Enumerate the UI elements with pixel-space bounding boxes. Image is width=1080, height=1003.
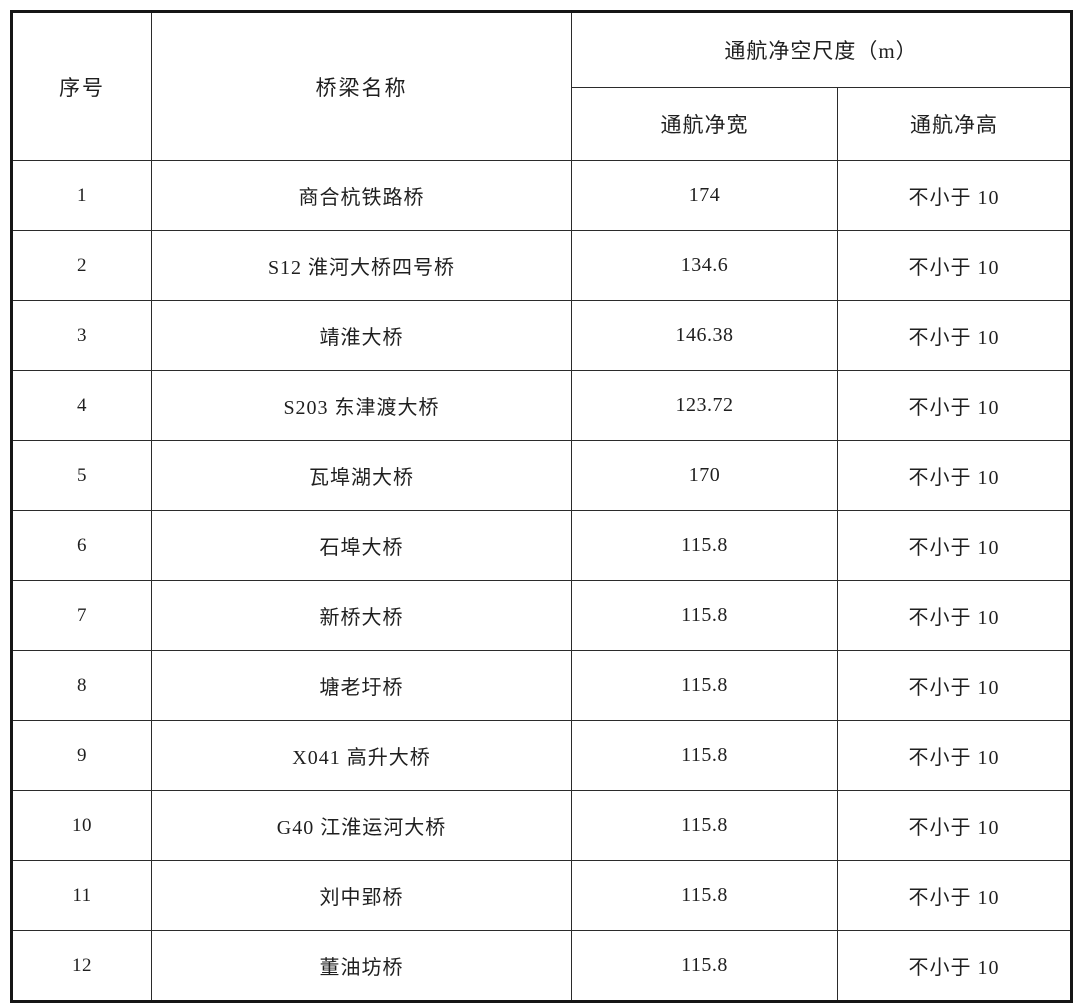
cell-clear-width: 170 (571, 440, 838, 511)
cell-seq: 10 (11, 790, 152, 861)
cell-seq: 11 (11, 860, 152, 931)
column-header-seq: 序号 (11, 11, 152, 161)
table-header: 序号 桥梁名称 通航净空尺度（m） 通航净宽 通航净高 (11, 11, 1072, 161)
cell-clear-width: 134.6 (571, 230, 838, 301)
cell-seq: 7 (11, 580, 152, 651)
cell-bridge-name: X041 高升大桥 (151, 720, 572, 791)
cell-clear-height: 不小于 10 (837, 510, 1072, 581)
cell-bridge-name: 石埠大桥 (151, 510, 572, 581)
cell-clear-width: 123.72 (571, 370, 838, 441)
cell-bridge-name: 塘老圩桥 (151, 650, 572, 721)
column-header-clear-height: 通航净高 (837, 87, 1072, 161)
cell-clear-width: 115.8 (571, 930, 838, 1002)
navigation-clearance-table: 序号 桥梁名称 通航净空尺度（m） 通航净宽 通航净高 1 商合杭铁路桥 174… (10, 10, 1073, 1003)
cell-clear-height: 不小于 10 (837, 370, 1072, 441)
cell-seq: 2 (11, 230, 152, 301)
table-header-row-sub: 通航净宽 通航净高 (12, 87, 1072, 161)
cell-bridge-name: S12 淮河大桥四号桥 (151, 230, 572, 301)
table-row: 8 塘老圩桥 115.8 不小于 10 (11, 650, 1072, 721)
cell-bridge-name: 刘中郢桥 (151, 860, 572, 931)
table-header-row-top: 序号 桥梁名称 通航净空尺度（m） (11, 11, 1072, 161)
cell-bridge-name: G40 江淮运河大桥 (151, 790, 572, 861)
table-row: 10 G40 江淮运河大桥 115.8 不小于 10 (11, 790, 1072, 861)
cell-seq: 4 (11, 370, 152, 441)
table-row: 11 刘中郢桥 115.8 不小于 10 (11, 860, 1072, 931)
cell-bridge-name: 靖淮大桥 (151, 300, 572, 371)
table-row: 5 瓦埠湖大桥 170 不小于 10 (11, 440, 1072, 511)
table-body: 1 商合杭铁路桥 174 不小于 10 2 S12 淮河大桥四号桥 134.6 … (11, 160, 1072, 1002)
table-row: 12 董油坊桥 115.8 不小于 10 (11, 930, 1072, 1002)
table-row: 6 石埠大桥 115.8 不小于 10 (11, 510, 1072, 581)
table-row: 2 S12 淮河大桥四号桥 134.6 不小于 10 (11, 230, 1072, 301)
table-row: 3 靖淮大桥 146.38 不小于 10 (11, 300, 1072, 371)
cell-seq: 9 (11, 720, 152, 791)
column-header-clear-width: 通航净宽 (571, 87, 838, 161)
cell-clear-width: 115.8 (571, 860, 838, 931)
cell-clear-height: 不小于 10 (837, 230, 1072, 301)
table-row: 1 商合杭铁路桥 174 不小于 10 (11, 160, 1072, 231)
cell-clear-height: 不小于 10 (837, 860, 1072, 931)
cell-clear-width: 115.8 (571, 790, 838, 861)
cell-bridge-name: 瓦埠湖大桥 (151, 440, 572, 511)
cell-clear-width: 115.8 (571, 580, 838, 651)
cell-bridge-name: S203 东津渡大桥 (151, 370, 572, 441)
cell-seq: 12 (11, 930, 152, 1002)
table-row: 9 X041 高升大桥 115.8 不小于 10 (11, 720, 1072, 791)
cell-bridge-name: 商合杭铁路桥 (151, 160, 572, 231)
cell-seq: 5 (11, 440, 152, 511)
cell-clear-height: 不小于 10 (837, 650, 1072, 721)
cell-seq: 8 (11, 650, 152, 721)
cell-clear-height: 不小于 10 (837, 580, 1072, 651)
cell-clear-width: 115.8 (571, 510, 838, 581)
cell-clear-height: 不小于 10 (837, 440, 1072, 511)
cell-clear-width: 174 (571, 160, 838, 231)
cell-clear-width: 115.8 (571, 650, 838, 721)
cell-clear-height: 不小于 10 (837, 720, 1072, 791)
table-row: 7 新桥大桥 115.8 不小于 10 (11, 580, 1072, 651)
cell-seq: 3 (11, 300, 152, 371)
cell-seq: 1 (11, 160, 152, 231)
cell-clear-height: 不小于 10 (837, 160, 1072, 231)
cell-clear-height: 不小于 10 (837, 790, 1072, 861)
column-header-bridge-name: 桥梁名称 (151, 11, 572, 161)
cell-clear-height: 不小于 10 (837, 300, 1072, 371)
cell-clear-width: 146.38 (571, 300, 838, 371)
cell-clear-width: 115.8 (571, 720, 838, 791)
cell-seq: 6 (11, 510, 152, 581)
column-header-group-clearance: 通航净空尺度（m） (571, 11, 1072, 88)
table-row: 4 S203 东津渡大桥 123.72 不小于 10 (11, 370, 1072, 441)
cell-bridge-name: 新桥大桥 (151, 580, 572, 651)
